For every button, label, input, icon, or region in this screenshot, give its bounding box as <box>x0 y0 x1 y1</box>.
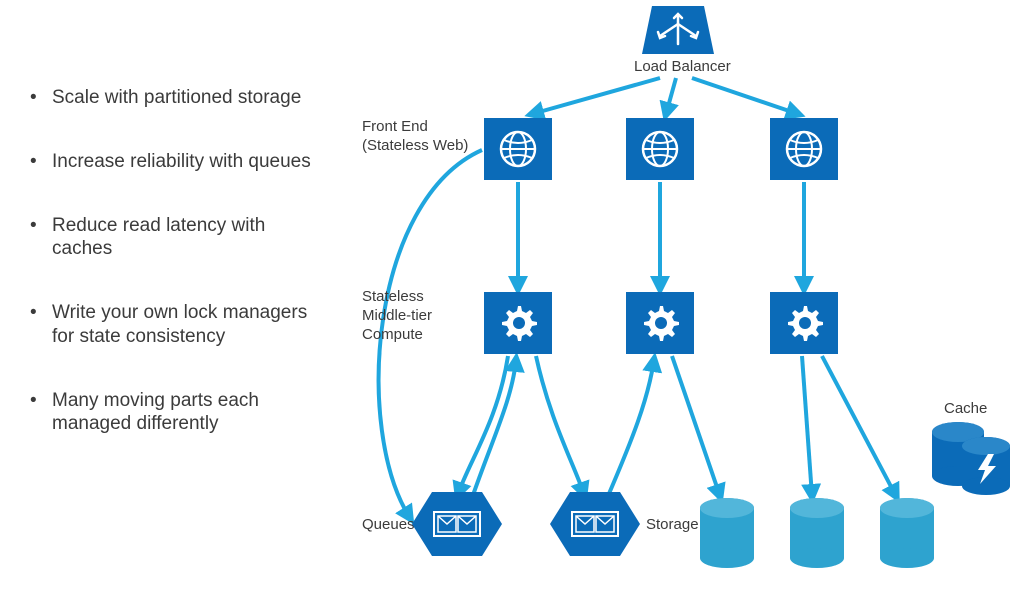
queues-label: Queues <box>362 516 415 535</box>
frontend-node <box>770 118 838 180</box>
bullet-item: Increase reliability with queues <box>28 150 328 174</box>
storage-label: Storage <box>646 516 699 535</box>
load-balancer-icon <box>642 6 714 60</box>
globe-icon <box>783 128 825 170</box>
gear-icon <box>639 302 681 344</box>
storage-node <box>698 498 756 570</box>
gear-icon <box>783 302 825 344</box>
storage-node <box>788 498 846 570</box>
frontend-node <box>626 118 694 180</box>
bullet-list: Scale with partitioned storage Increase … <box>28 86 328 476</box>
middle-tier-node <box>770 292 838 354</box>
bullet-item: Scale with partitioned storage <box>28 86 328 110</box>
cache-node <box>928 420 1014 498</box>
bullet-item: Write your own lock managers for state c… <box>28 301 328 349</box>
architecture-diagram: Load Balancer Front End (Stateless Web) <box>340 0 1020 601</box>
globe-icon <box>639 128 681 170</box>
storage-node <box>878 498 936 570</box>
middle-tier-label: Stateless Middle-tier Compute <box>362 288 472 344</box>
frontend-node <box>484 118 552 180</box>
gear-icon <box>497 302 539 344</box>
middle-tier-node <box>484 292 552 354</box>
middle-tier-node <box>626 292 694 354</box>
bullet-item: Reduce read latency with caches <box>28 214 328 262</box>
cache-label: Cache <box>944 400 987 419</box>
bullet-item: Many moving parts each managed different… <box>28 389 328 437</box>
globe-icon <box>497 128 539 170</box>
front-end-label: Front End (Stateless Web) <box>362 118 472 156</box>
load-balancer-label: Load Balancer <box>634 58 731 77</box>
queue-node <box>550 492 640 556</box>
queue-node <box>412 492 502 556</box>
